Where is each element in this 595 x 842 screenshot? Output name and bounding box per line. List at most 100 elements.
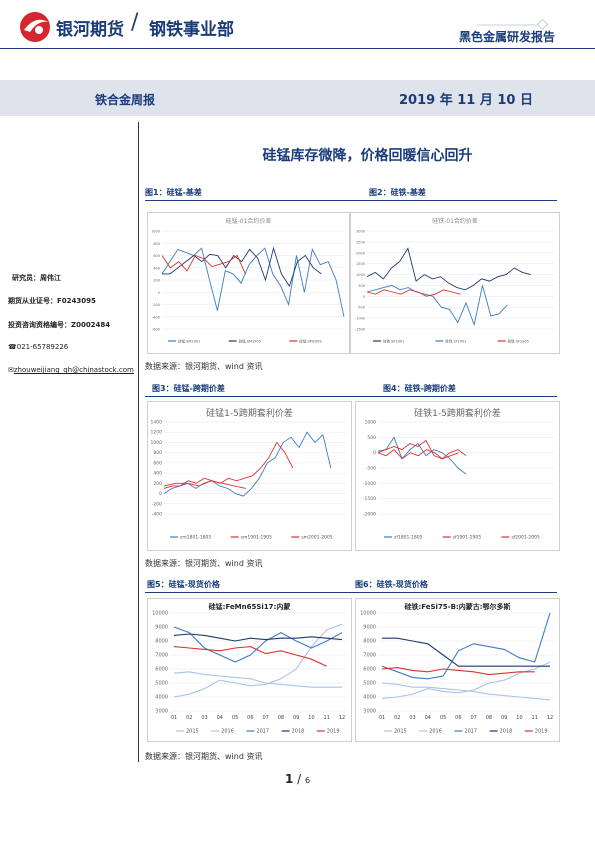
chart-5-title: 硅锰:FeMn65Si17:内蒙 [208, 603, 291, 611]
y-tick-label: 10000 [152, 611, 168, 617]
y-tick-label: 500 [367, 435, 376, 441]
series-line-2017 [381, 612, 551, 680]
x-tick-label: 01 [171, 715, 177, 721]
header-slash: / [131, 10, 139, 35]
chart-4-plot: 1000 500 0 -500 -1000 -1500 -2000 sf1801-1805 sf… [363, 420, 554, 541]
x-tick-label: 03 [201, 715, 207, 721]
y-tick-label: 5000 [155, 681, 168, 687]
series-line-sf2001-2005 [377, 448, 459, 460]
x-tick-label: 12 [339, 715, 345, 721]
x-tick-label: 09 [501, 715, 507, 721]
x-tick-label: 08 [486, 715, 492, 721]
y-tick-label: -1500 [355, 328, 365, 332]
chart-2-title: 硅铁-01合约价差 [432, 218, 478, 225]
report-type: 黑色金属研发报告 [458, 30, 555, 44]
x-tick-label: 10 [516, 715, 522, 721]
x-tick-label: 05 [440, 715, 446, 721]
legend-label: sm2001-2005 [301, 535, 332, 541]
series-line-sm1801-1805 [163, 431, 332, 497]
series-line-sf1801-1805 [377, 436, 467, 475]
y-tick-label: -600 [152, 328, 160, 332]
chart-5: 硅锰:FeMn65Si17:内蒙 10000 9000 8000 7000 6000 50… [147, 598, 352, 742]
y-tick-label: 4000 [363, 695, 376, 701]
y-tick-label: 600 [153, 254, 160, 258]
series-line-2018 [173, 633, 343, 642]
report-series: 铁合金周报 [95, 93, 156, 107]
series-line-2016 [381, 661, 551, 699]
y-tick-label: 1000 [151, 440, 163, 446]
y-tick-label: 600 [153, 460, 162, 466]
phone: ☎021-65789226 [8, 343, 68, 351]
series-line-2018 [382, 637, 550, 667]
y-tick-label: 8000 [363, 639, 376, 645]
company-name: 银河期货 [56, 20, 124, 40]
y-tick-label: 3000 [155, 709, 168, 715]
chart-3-plot: 1400 1200 1000 800 600 400 200 0 -200 -400 sm1801-… [151, 420, 346, 541]
y-tick-label: 400 [153, 266, 160, 270]
y-tick-label: 200 [153, 481, 162, 487]
y-tick-label: 400 [153, 471, 162, 477]
fig-row1-line [145, 200, 557, 201]
y-tick-label: -400 [152, 315, 160, 319]
department-name: 钢铁事业部 [149, 20, 234, 40]
source-2: 数据来源：银河期货、wind 资讯 [145, 559, 263, 568]
x-tick-label: 08 [278, 715, 284, 721]
y-tick-label: 3000 [363, 709, 376, 715]
chart-6: 硅铁:FeSi75-B:内蒙古:鄂尔多斯 10000 9000 8000 7000 60… [355, 598, 560, 742]
y-tick-label: 800 [153, 450, 162, 456]
y-tick-label: -400 [152, 512, 162, 518]
researcher: 研究员：周伟江 [12, 274, 61, 282]
y-tick-label: -500 [366, 466, 376, 472]
legend-label: 2019 [535, 729, 548, 735]
fig6-label: 图6：硅铁-现货价格 [355, 580, 428, 589]
email[interactable]: ✉zhouweijiang_qh@chinastock.com [8, 366, 134, 374]
series-line-sm1901-1905 [163, 441, 294, 489]
chart-3-title: 硅锰1-5跨期套利价差 [206, 409, 293, 419]
y-tick-label: 500 [358, 284, 365, 288]
y-tick-label: 2000 [356, 251, 365, 255]
x-tick-label: 07 [470, 715, 476, 721]
fig2-label: 图2：硅铁-基差 [369, 188, 426, 197]
fig1-label: 图1：硅锰-基差 [145, 188, 202, 197]
y-tick-label: -1500 [363, 496, 376, 502]
x-tick-label: 04 [425, 715, 431, 721]
legend-label: 2016 [429, 729, 442, 735]
page-number: 1 / 6 [284, 772, 311, 786]
x-tick-label: 11 [532, 715, 538, 721]
series-line-硅铁 SF1905 [366, 289, 461, 297]
fig-row2-line [145, 396, 557, 397]
series-line-硅锰 SM1905 [162, 246, 322, 288]
series-line-2019 [173, 646, 327, 667]
series-line-硅锰 SM2009 [161, 254, 246, 275]
email-address[interactable]: zhouweijiang_qh@chinastock.com [13, 366, 134, 374]
series-line-2016 [173, 623, 343, 698]
y-tick-label: 10000 [360, 611, 376, 617]
header-divider [0, 48, 595, 49]
chart-1-title: 硅锰-01合约价差 [225, 218, 272, 225]
y-tick-label: 800 [153, 242, 160, 246]
y-tick-label: 2500 [356, 240, 365, 244]
legend-label: 2018 [500, 729, 513, 735]
series-line-2015 [381, 682, 551, 701]
email-icon: ✉ [8, 366, 14, 374]
phone-number: 021-65789226 [16, 343, 69, 351]
y-tick-label: -500 [357, 306, 365, 310]
legend-label: 2018 [292, 729, 305, 735]
y-tick-label: 7000 [363, 653, 376, 659]
x-tick-label: 02 [394, 715, 400, 721]
page-current: 1 [284, 772, 294, 786]
series-line-2019 [381, 667, 535, 676]
y-tick-label: 9000 [155, 625, 168, 631]
y-tick-label: 0 [363, 295, 365, 299]
header-logo: 银河期货 / 钢铁事业部 [18, 10, 258, 44]
y-tick-label: 7000 [155, 653, 168, 659]
y-tick-label: 0 [159, 491, 162, 497]
chart-4-title: 硅铁1-5跨期套利价差 [414, 409, 501, 419]
x-tick-label: 10 [308, 715, 314, 721]
legend-label: sm1901-1905 [241, 535, 272, 541]
fig-row3-line [145, 592, 557, 593]
y-tick-label: -200 [152, 501, 162, 507]
sidebar-divider [138, 122, 139, 762]
y-tick-label: 1000 [365, 420, 377, 426]
